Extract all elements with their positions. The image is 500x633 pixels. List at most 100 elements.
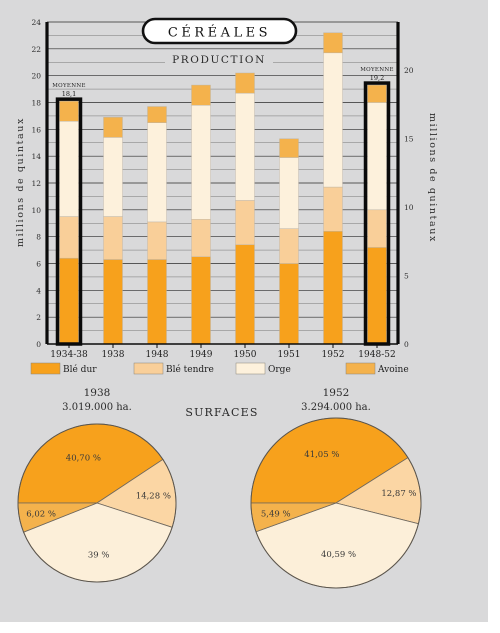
y-tick-label: 12 — [31, 179, 41, 188]
pie-slice-label: 41,05 % — [304, 450, 339, 460]
bar-segment — [367, 247, 387, 345]
bar-segment — [147, 106, 167, 123]
y-tick-label: 4 — [36, 286, 41, 295]
pie-1938-labels: 40,70 % 14,28 % 39 % 6,02 % — [26, 454, 171, 561]
bar-segment — [147, 221, 167, 260]
y-tick-label: 2 — [36, 313, 41, 322]
pie-1952-slices — [250, 417, 422, 589]
annotation-label: MOYENNE — [52, 83, 86, 89]
bar-segment — [147, 122, 167, 223]
bar-segment — [103, 117, 123, 138]
page-margin-right — [488, 0, 500, 633]
x-tick-label: 1948 — [146, 350, 169, 360]
x-tick-label: 1949 — [190, 350, 213, 360]
pie-1938-slices — [17, 423, 177, 583]
bar-segment — [279, 228, 299, 264]
y-tick-label-right: 0 — [404, 340, 409, 349]
bar-segment — [367, 209, 387, 248]
bar-segment — [103, 259, 123, 345]
y-tick-label: 8 — [36, 233, 41, 242]
production-title: PRODUCTION — [172, 54, 266, 66]
bar-segment — [59, 100, 79, 122]
x-tick-label: 1934-38 — [50, 350, 88, 360]
annotation-value: 19,2 — [370, 74, 384, 82]
x-tick-label: 1951 — [278, 350, 301, 360]
bar-segment — [103, 137, 123, 217]
legend-swatch — [345, 362, 376, 375]
bar-segment — [323, 186, 343, 232]
legend-swatch — [235, 362, 266, 375]
pie-outline — [17, 423, 177, 583]
y-tick-label: 24 — [31, 18, 41, 27]
bar-segment — [191, 84, 211, 106]
pie-slice-label: 12,87 % — [381, 489, 416, 499]
pie-1952-title: 1952 — [323, 387, 350, 399]
bar-segment — [367, 84, 387, 103]
production-title-backing — [165, 51, 273, 66]
y-tick-label: 6 — [36, 260, 41, 269]
legend-label: Blé dur — [63, 364, 97, 375]
page-margin-bottom — [0, 622, 500, 633]
bar-segment — [235, 244, 255, 345]
legend-label: Blé tendre — [166, 364, 214, 375]
bar-segment — [235, 200, 255, 245]
pie-slice-label: 6,02 % — [26, 510, 56, 520]
x-tick-label: 1950 — [234, 350, 257, 360]
bar-segment — [103, 216, 123, 260]
pie-1952-labels: 41,05 % 12,87 % 40,59 % 5,49 % — [261, 450, 417, 560]
y-axis-label-left: millions de quintaux — [15, 117, 26, 247]
bar-segment — [279, 157, 299, 229]
bar-segment — [279, 138, 299, 158]
pie-1952-subtitle: 3.294.000 ha. — [301, 402, 371, 413]
y-tick-label-right: 5 — [404, 271, 409, 280]
bar-segment — [279, 263, 299, 345]
pie-slice-label: 40,59 % — [321, 550, 356, 560]
y-tick-label: 14 — [31, 152, 41, 161]
bar-segment — [59, 216, 79, 259]
bar-segment — [323, 52, 343, 188]
bar-segment — [59, 257, 79, 345]
legend-swatch — [30, 362, 61, 375]
x-tick-labels: 1934-38 1938 1948 1949 1950 1951 1952 1948-52 — [50, 350, 395, 360]
y-tick-label-right: 15 — [404, 134, 414, 143]
y-tick-label: 18 — [31, 99, 41, 108]
y-tick-label-right: 20 — [404, 66, 414, 75]
y-tick-label-right: 10 — [404, 203, 414, 212]
bar-segment — [191, 104, 211, 220]
y-tick-label: 16 — [31, 125, 41, 134]
pie-chart-1952: 1952 3.294.000 ha. 41,05 % 12,87 % 40,59 %… — [250, 387, 422, 589]
pie-outline — [250, 417, 422, 589]
bar-segment — [235, 72, 255, 94]
x-tick-label: 1952 — [322, 350, 345, 360]
bar-segment — [147, 259, 167, 345]
y-axis-label-right: millions de quintaux — [427, 113, 438, 243]
pie-chart-1938: 1938 3.019.000 ha. 40,70 % 14,28 % 39 % 6,0… — [17, 387, 177, 583]
bar-segment — [59, 121, 79, 217]
y-tick-label: 22 — [31, 45, 41, 54]
pie-slice-label: 39 % — [88, 550, 110, 560]
chart-bars — [59, 32, 387, 345]
bar-segment — [191, 256, 211, 345]
bar-segment — [235, 92, 255, 201]
legend-swatch — [133, 362, 164, 375]
annotation-label: MOYENNE — [360, 67, 394, 73]
pie-slice-label: 14,28 % — [136, 491, 171, 501]
y-tick-labels-right: 0 5 10 15 20 — [404, 66, 414, 349]
annotation-value: 18,1 — [62, 90, 76, 98]
x-tick-label: 1938 — [102, 350, 125, 360]
pie-slice-label: 40,70 % — [66, 454, 101, 464]
pie-1938-subtitle: 3.019.000 ha. — [62, 402, 132, 413]
bar-segment — [323, 231, 343, 345]
chart-axes — [45, 22, 400, 348]
y-tick-label: 10 — [31, 206, 41, 215]
legend-label: Avoine — [377, 365, 409, 375]
x-tick-label: 1948-52 — [358, 350, 395, 360]
bar-segment — [367, 102, 387, 211]
legend: Blé dur Blé tendre Orge Avoine — [30, 362, 409, 375]
surfaces-label: SURFACES — [185, 406, 258, 419]
